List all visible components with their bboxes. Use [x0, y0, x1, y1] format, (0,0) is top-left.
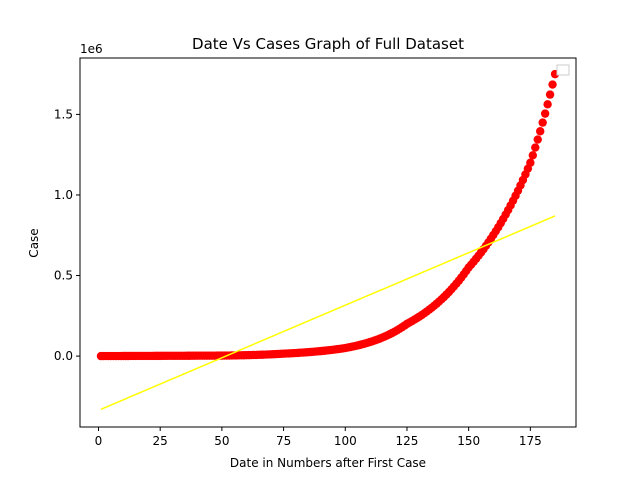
y-tick-label: 0.5 [54, 269, 73, 283]
data-point [536, 127, 545, 136]
x-axis-label: Date in Numbers after First Case [230, 456, 426, 470]
data-point [528, 151, 538, 160]
data-point [531, 143, 540, 152]
data-point [526, 158, 535, 167]
x-tick-label: 75 [276, 434, 291, 448]
data-point [538, 118, 547, 127]
y-tick-label: 1.0 [54, 188, 73, 202]
x-tick-label: 175 [519, 434, 542, 448]
plot-area [79, 57, 577, 428]
trend-line [100, 215, 556, 410]
y-axis-ticks: 0.0 0.5 1.0 1.5 [54, 107, 80, 363]
y-axis-label: Case [27, 228, 41, 257]
x-tick-label: 100 [334, 434, 357, 448]
data-point [533, 135, 542, 144]
y-tick-label: 1.5 [54, 107, 73, 121]
data-point [540, 109, 550, 118]
legend-box[interactable] [556, 64, 570, 76]
x-tick-label: 25 [153, 434, 168, 448]
data-point [545, 90, 555, 99]
data-point [548, 80, 557, 89]
x-tick-label: 50 [214, 434, 229, 448]
series-layer [96, 69, 560, 410]
chart-title: Date Vs Cases Graph of Full Dataset [192, 35, 464, 53]
x-axis-ticks: 0 25 50 75 100 125 150 175 [95, 427, 542, 448]
x-tick-label: 0 [95, 434, 103, 448]
x-tick-label: 150 [457, 434, 480, 448]
y-axis-offset-label: 1e6 [80, 42, 103, 56]
data-point [543, 100, 552, 109]
y-tick-label: 0.0 [54, 349, 73, 363]
x-tick-label: 125 [396, 434, 419, 448]
